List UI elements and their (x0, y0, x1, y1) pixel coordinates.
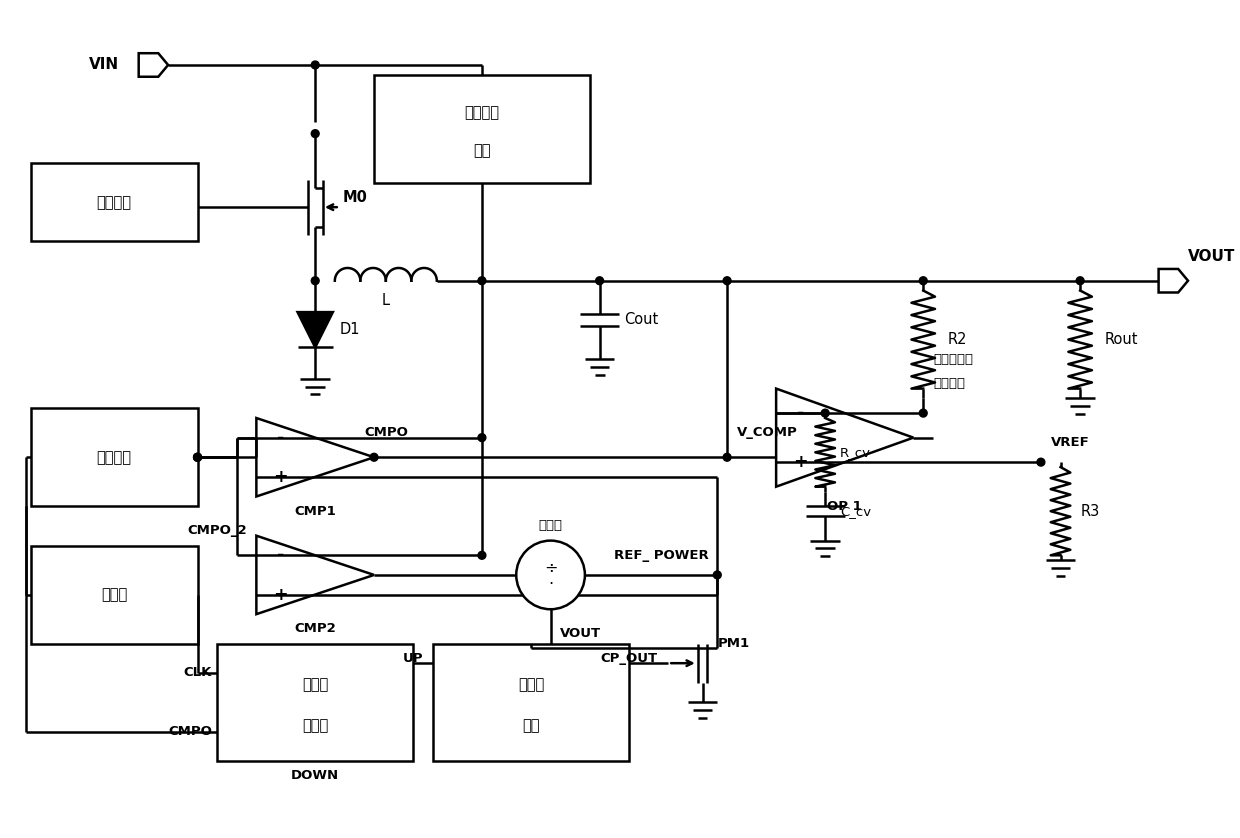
Text: CMPO: CMPO (169, 726, 212, 738)
Text: CLK: CLK (184, 666, 212, 680)
Circle shape (713, 571, 722, 579)
Circle shape (723, 453, 732, 461)
Bar (31, 546, 197, 644)
Text: OP 1: OP 1 (827, 499, 862, 513)
Text: 除法器: 除法器 (538, 520, 563, 532)
Circle shape (193, 453, 201, 461)
Text: VIN: VIN (89, 58, 119, 72)
Polygon shape (776, 389, 914, 487)
Text: DOWN: DOWN (291, 769, 340, 783)
Circle shape (311, 277, 319, 285)
Text: VREF: VREF (1050, 436, 1090, 449)
Circle shape (193, 453, 201, 461)
Circle shape (477, 434, 486, 442)
Circle shape (1076, 277, 1084, 285)
Bar (31, 163, 197, 241)
Circle shape (477, 277, 486, 285)
Circle shape (311, 130, 319, 137)
Text: +: + (794, 453, 808, 471)
Circle shape (1037, 458, 1045, 466)
Text: CP_OUT: CP_OUT (600, 652, 657, 665)
Polygon shape (139, 53, 169, 77)
Text: -: - (278, 546, 284, 564)
Text: UP: UP (403, 652, 424, 665)
Text: R_cv: R_cv (839, 446, 870, 459)
Polygon shape (1158, 269, 1188, 292)
Text: VOUT: VOUT (1188, 249, 1235, 264)
Text: ·: · (548, 577, 553, 592)
Text: 时序产: 时序产 (303, 677, 329, 692)
Circle shape (311, 61, 319, 69)
Text: -: - (278, 428, 284, 447)
Text: REF_ POWER: REF_ POWER (614, 549, 708, 561)
Text: CMP2: CMP2 (294, 623, 336, 635)
Text: R3: R3 (1080, 504, 1100, 519)
Text: 电路: 电路 (522, 718, 539, 733)
Text: CMPO: CMPO (365, 427, 408, 439)
Text: +: + (274, 468, 288, 486)
Circle shape (193, 453, 201, 461)
Text: 电荷泵: 电荷泵 (518, 677, 544, 692)
Circle shape (595, 277, 604, 285)
Text: R2: R2 (947, 332, 967, 347)
Text: M0: M0 (342, 190, 367, 204)
Text: C_cv: C_cv (839, 504, 870, 518)
Bar (433, 644, 629, 761)
Circle shape (919, 409, 928, 417)
Polygon shape (257, 418, 374, 496)
Circle shape (821, 409, 830, 417)
Polygon shape (298, 312, 332, 348)
Text: V_COMP: V_COMP (737, 427, 797, 439)
Text: -: - (797, 404, 805, 422)
Circle shape (919, 277, 928, 285)
Circle shape (516, 541, 585, 609)
Polygon shape (257, 535, 374, 614)
Text: VOUT: VOUT (560, 628, 601, 640)
Text: 计时器: 计时器 (100, 587, 128, 602)
Bar (374, 75, 590, 183)
Text: CMPO_2: CMPO_2 (187, 525, 247, 537)
Text: PM1: PM1 (717, 637, 749, 650)
Text: ÷: ÷ (544, 560, 557, 575)
Circle shape (723, 277, 732, 285)
Text: 电路: 电路 (474, 142, 491, 158)
Text: Rout: Rout (1105, 332, 1138, 347)
Text: 驱动电路: 驱动电路 (97, 194, 131, 210)
Text: Cout: Cout (624, 313, 658, 328)
Text: 电压环路误: 电压环路误 (932, 353, 973, 365)
Text: CMP1: CMP1 (294, 504, 336, 518)
Text: 逻辑电路: 逻辑电路 (97, 450, 131, 465)
Text: 电流检测: 电流检测 (465, 105, 500, 120)
Text: 生电路: 生电路 (303, 718, 329, 733)
Text: D1: D1 (340, 323, 361, 337)
Bar (31, 408, 197, 506)
Text: +: + (274, 586, 288, 603)
Text: 差放大器: 差放大器 (932, 377, 965, 391)
Text: L: L (382, 292, 389, 308)
Bar (217, 644, 413, 761)
Circle shape (370, 453, 378, 461)
Circle shape (477, 551, 486, 559)
